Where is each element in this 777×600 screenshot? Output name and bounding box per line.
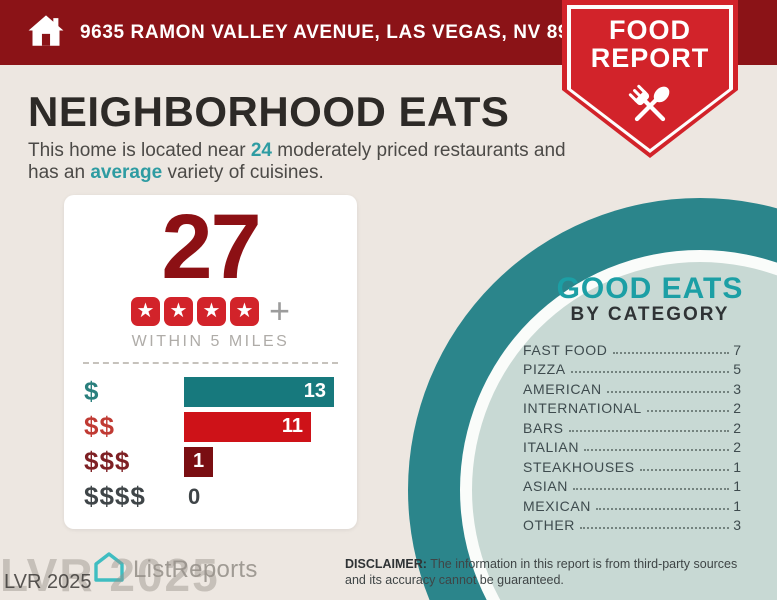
- category-count: 3: [733, 380, 741, 397]
- price-tier-label: $$$$: [84, 481, 146, 511]
- price-bar-area: 11: [184, 411, 337, 442]
- dotted-leader: [606, 390, 730, 393]
- price-bar: 1: [184, 446, 213, 477]
- dotted-leader: [570, 371, 730, 373]
- price-tier-chart: $13 $$ 11 $$$ 1 $$$$ 0: [64, 374, 357, 514]
- disclaimer-label: DISCLAIMER:: [345, 557, 427, 571]
- food-report-badge: FOOD REPORT: [562, 0, 738, 158]
- dotted-leader: [596, 507, 730, 510]
- category-row: AMERICAN 3: [523, 379, 741, 399]
- category-count: 7: [733, 341, 741, 358]
- disclaimer-text: DISCLAIMER: The information in this repo…: [345, 556, 759, 589]
- listreports-house-icon: [93, 551, 125, 588]
- restaurant-stats-card: 27 ★ ★ ★ ★ + WITHIN 5 MILES $13 $$ 11 $$$ 1 $$$$ 0: [64, 195, 357, 529]
- category-label: STEAKHOUSES: [523, 458, 635, 475]
- dotted-leader: [639, 468, 730, 471]
- variety-highlight: average: [90, 162, 163, 183]
- category-row: INTERNATIONAL 2: [523, 399, 741, 419]
- star-rating-row: ★ ★ ★ ★ +: [64, 290, 357, 331]
- dotted-leader: [646, 410, 730, 412]
- intro-text-part2: moderately priced restaurants and has an: [28, 140, 566, 183]
- category-count: 5: [733, 361, 741, 377]
- category-count: 3: [733, 517, 741, 533]
- listreports-logo: ListReports: [93, 551, 258, 588]
- dotted-leader: [580, 527, 730, 529]
- radius-label: WITHIN 5 MILES: [131, 333, 290, 350]
- category-label: OTHER: [523, 517, 575, 533]
- category-row: ASIAN 1: [523, 477, 741, 497]
- category-count: 2: [733, 419, 741, 436]
- price-tier-label: $$$: [84, 446, 131, 476]
- price-row: $$ 11: [84, 409, 337, 444]
- property-address: 9635 RAMON VALLEY AVENUE, LAS VEGAS, NV …: [80, 21, 603, 43]
- price-tier-label: $$: [84, 411, 115, 441]
- category-count: 1: [733, 497, 741, 514]
- category-row: ITALIAN 2: [523, 438, 741, 458]
- dotted-leader: [568, 429, 730, 432]
- dashed-divider: [83, 362, 338, 364]
- category-count: 2: [733, 439, 741, 455]
- category-label: PIZZA: [523, 361, 566, 377]
- good-eats-title: GOOD EATS: [556, 272, 744, 305]
- price-bar-area: 1: [184, 446, 337, 477]
- star-icon: ★: [229, 296, 259, 326]
- category-label: ASIAN: [523, 478, 569, 494]
- restaurant-count-highlight: 24: [250, 140, 272, 161]
- category-row: OTHER 3: [523, 516, 741, 536]
- category-row: MEXICAN 1: [523, 496, 741, 516]
- category-row: FAST FOOD 7: [523, 340, 741, 360]
- dotted-leader: [573, 488, 730, 490]
- price-bar: 11: [184, 411, 311, 442]
- category-label: FAST FOOD: [523, 341, 608, 358]
- category-count: 2: [733, 400, 741, 416]
- price-row: $13: [84, 374, 337, 409]
- dotted-leader: [584, 449, 730, 451]
- star-icon: ★: [163, 296, 193, 326]
- star-icon: ★: [130, 296, 160, 326]
- price-bar: 13: [184, 376, 334, 407]
- spoon-fork-icon: [622, 73, 678, 139]
- badge-title-line2: REPORT: [590, 43, 710, 74]
- dotted-leader: [612, 351, 730, 354]
- page-title: NEIGHBORHOOD EATS: [28, 88, 510, 135]
- plus-icon: +: [268, 290, 291, 331]
- listreports-wordmark: ListReports: [133, 555, 258, 583]
- category-row: BARS 2: [523, 418, 741, 438]
- price-tier-label: $: [84, 376, 100, 406]
- intro-text: This home is located near 24 moderately …: [28, 140, 568, 184]
- category-count: 1: [733, 458, 741, 475]
- category-count: 1: [733, 478, 741, 494]
- category-label: MEXICAN: [523, 497, 591, 514]
- badge-title-line1: FOOD: [609, 15, 691, 45]
- home-icon: [28, 14, 64, 52]
- category-label: BARS: [523, 419, 564, 436]
- category-label: ITALIAN: [523, 439, 580, 455]
- intro-text-part1: This home is located near: [28, 140, 251, 161]
- category-row: STEAKHOUSES 1: [523, 457, 741, 477]
- disclaimer-body: The information in this report is from t…: [345, 557, 738, 588]
- category-row: PIZZA 5: [523, 360, 741, 380]
- star-icon: ★: [196, 296, 226, 326]
- watermark-large: LVR 2025: [0, 549, 220, 600]
- total-restaurants-number: 27: [161, 196, 261, 298]
- watermark-small: LVR 2025: [4, 571, 92, 593]
- good-eats-subtitle: BY CATEGORY: [570, 304, 730, 325]
- intro-text-part3: variety of cuisines.: [162, 162, 324, 183]
- category-list: FAST FOOD 7 PIZZA 5 AMERICAN 3 INTERNATIONAL 2 B…: [523, 340, 741, 535]
- price-row: $$$ 1: [84, 444, 337, 479]
- category-label: INTERNATIONAL: [523, 400, 642, 416]
- category-label: AMERICAN: [523, 380, 602, 397]
- price-bar-area: 0: [184, 482, 337, 512]
- price-zero-value: 0: [188, 483, 201, 509]
- price-row: $$$$ 0: [84, 479, 337, 514]
- price-bar-area: 13: [184, 376, 337, 407]
